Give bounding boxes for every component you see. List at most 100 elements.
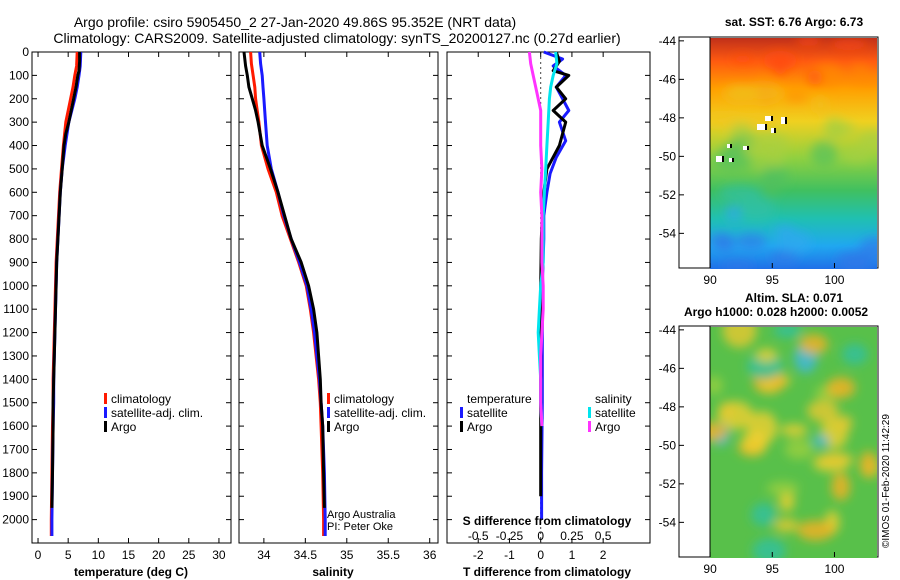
- temperature-legend: climatology satellite-adj. clim. Argo: [104, 392, 203, 434]
- sst-map-title: sat. SST: 6.76 Argo: 6.73: [725, 15, 864, 29]
- temperature-x-axis: 0 5 10 15 20 25 30: [35, 52, 226, 562]
- land-mask-edge: [730, 144, 732, 148]
- s-tick-label: -0.5: [468, 529, 489, 543]
- lon-tick-label: 95: [766, 562, 780, 576]
- sla-heatmap: [710, 327, 877, 558]
- depth-tick-label: 0: [22, 45, 29, 59]
- depth-tick-label: 1500: [2, 396, 29, 410]
- land-mask-cell: [743, 146, 749, 150]
- sla-texture-patch: [710, 422, 728, 442]
- sla-texture-patch: [859, 451, 877, 479]
- legend-argo-swatch: [327, 421, 330, 432]
- sla-texture-patch: [841, 343, 868, 365]
- legend-argo-label: Argo: [111, 420, 137, 434]
- sst-texture-patch: [738, 197, 775, 222]
- series-argo: [50, 52, 82, 508]
- difference-legend: temperature satellite Argo salinity sate…: [460, 392, 636, 434]
- x-tick-label: 34: [257, 548, 271, 562]
- legend-argo-label: Argo: [334, 420, 360, 434]
- legend-climatology-swatch: [104, 393, 107, 404]
- depth-tick-label: 1100: [3, 302, 29, 316]
- sla-texture-patch: [806, 399, 839, 422]
- depth-tick-label: 1400: [2, 372, 29, 386]
- legend-satellite-swatch: [104, 407, 107, 418]
- sla-map-panel: Altim. SLA: 0.071 Argo h1000: 0.028 h200…: [659, 291, 879, 576]
- x-tick-label: 0: [35, 548, 42, 562]
- sla-texture-patch: [812, 435, 830, 448]
- sst-texture-patch: [829, 39, 869, 51]
- sst-texture-patch: [827, 121, 856, 138]
- sst-texture-patch: [813, 96, 828, 114]
- temperature-xlabel: temperature (deg C): [74, 565, 188, 579]
- depth-tick-label: 1000: [2, 279, 29, 293]
- sst-texture-patch: [718, 185, 762, 202]
- difference-depth-ticks: [447, 51, 650, 521]
- sla-texture-patch: [752, 538, 786, 558]
- sst-texture-patch: [735, 233, 767, 250]
- land-mask-cell: [757, 124, 767, 130]
- difference-panel: -2 -1 0 1 2 -0.5 -0.25 0 0.25 0.5 T difference f…: [446, 50, 651, 579]
- difference-series: [527, 50, 571, 520]
- sst-texture-patch: [774, 54, 787, 76]
- argo-australia-credit: Argo Australia: [327, 509, 396, 521]
- sst-texture-patch: [784, 92, 808, 102]
- lat-tick-label: -50: [659, 149, 677, 163]
- s-difference-xlabel: S difference from climatology: [463, 514, 632, 528]
- sst-texture-patch: [770, 249, 799, 266]
- sla-field-texture: [710, 327, 877, 558]
- series-satellite-adj-clim-: [258, 51, 327, 536]
- sst-texture-patch: [776, 230, 812, 254]
- sla-texture-patch: [766, 481, 799, 496]
- sst-heatmap: [710, 38, 877, 269]
- land-mask-edge: [722, 156, 724, 162]
- x-tick-label: 35.5: [377, 548, 401, 562]
- legend-satellite-label: satellite-adj. clim.: [111, 406, 203, 420]
- depth-tick-label: 700: [9, 209, 29, 223]
- lat-tick-label: -52: [659, 477, 677, 491]
- sla-texture-patch: [751, 502, 777, 527]
- x-tick-label: 5: [65, 548, 72, 562]
- temperature-panel: 0100200300400500600700800900100011001200…: [2, 45, 232, 579]
- land-mask-cell: [771, 128, 776, 133]
- sla-texture-patch: [826, 376, 856, 399]
- sst-texture-patch: [807, 69, 823, 86]
- sst-texture-patch: [729, 122, 753, 138]
- x-tick-label: 15: [122, 548, 136, 562]
- sla-texture-patch: [773, 327, 803, 338]
- lat-tick-label: -50: [659, 438, 677, 452]
- x-tick-label: 30: [212, 548, 226, 562]
- lat-tick-label: -44: [659, 323, 677, 337]
- depth-tick-label: 400: [9, 139, 29, 153]
- sla-texture-patch: [779, 490, 795, 512]
- difference-plot-frame: [446, 51, 651, 544]
- salinity-plot-frame: [238, 51, 439, 544]
- sla-texture-patch: [722, 327, 757, 348]
- land-mask-cell: [729, 158, 734, 162]
- sst-texture-patch: [759, 164, 789, 190]
- depth-tick-label: 1300: [2, 349, 29, 363]
- depth-axis: 0 100 200 300 400 500 600 700 800 900 1000 1100 1200…: [2, 45, 231, 527]
- salinity-depth-ticks: [239, 51, 438, 521]
- sst-field-texture: [710, 38, 877, 269]
- sst-texture-patch: [810, 141, 838, 167]
- land-mask-edge: [771, 116, 773, 121]
- salinity-panel: 34 34.5 35 35.5 36 salinity climatology sate…: [238, 51, 439, 579]
- figure-title-line1: Argo profile: csiro 5905450_2 27-Jan-202…: [74, 14, 516, 30]
- legend-salinity-heading: salinity: [595, 392, 632, 406]
- legend-climatology-label: climatology: [334, 392, 394, 406]
- sla-texture-patch: [773, 518, 799, 533]
- lon-tick-label: 100: [824, 273, 844, 287]
- sla-texture-patch: [740, 430, 768, 455]
- lat-tick-label: -48: [659, 111, 677, 125]
- sla-texture-patch: [758, 379, 779, 393]
- series-argo: [242, 51, 326, 508]
- land-mask-cell: [716, 156, 724, 162]
- legend-temp-argo-label: Argo: [467, 420, 493, 434]
- sla-texture-patch: [836, 414, 853, 432]
- series-salinity-argo: [527, 51, 545, 427]
- land-mask-edge: [774, 128, 776, 133]
- sst-texture-patch: [717, 235, 735, 253]
- lat-tick-label: -44: [659, 34, 677, 48]
- pi-credit: PI: Peter Oke: [327, 521, 393, 533]
